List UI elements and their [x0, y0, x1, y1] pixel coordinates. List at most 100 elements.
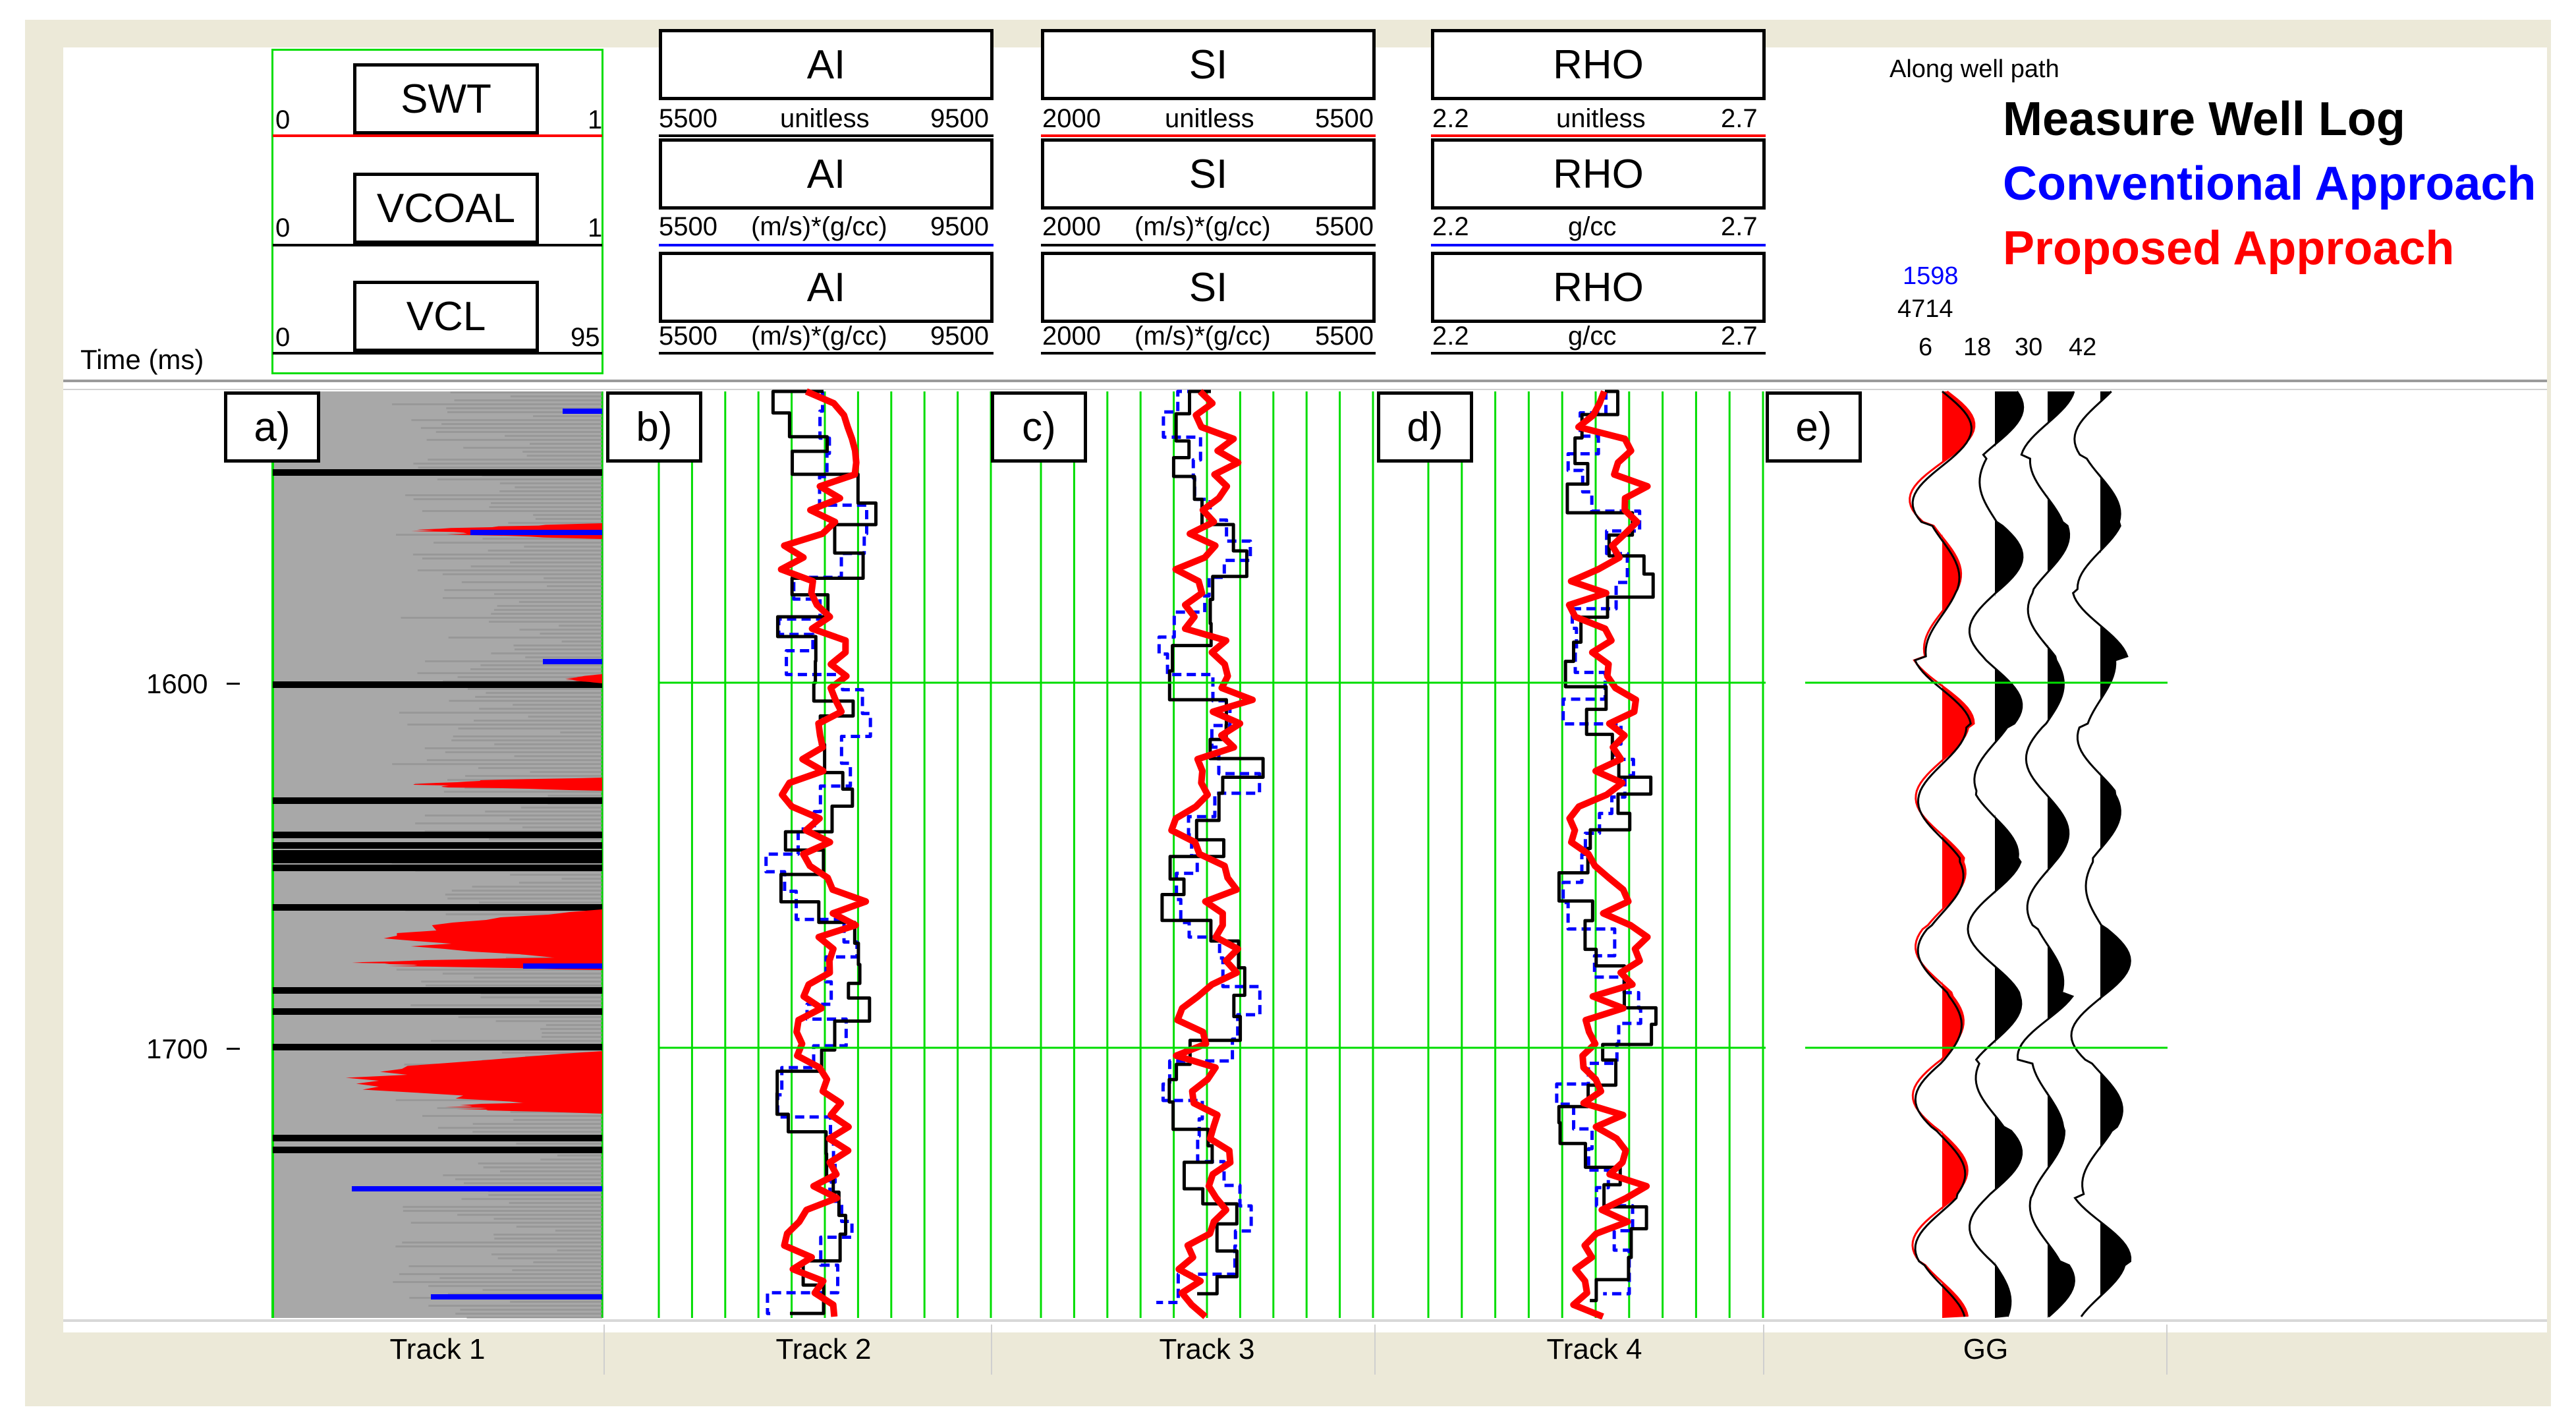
lith-streak [447, 898, 602, 900]
si-conventional-label[interactable]: SI [1041, 138, 1376, 210]
coal-band [273, 797, 602, 804]
ai-conventional-unit: (m/s)*(g/cc) [751, 212, 887, 241]
lith-streak [546, 1024, 602, 1026]
swt-curve-label[interactable]: SWT [353, 63, 539, 134]
lith-streak [499, 1170, 602, 1172]
lith-streak [557, 1249, 602, 1251]
vcoal-min: 0 [275, 214, 291, 243]
coal-band [273, 681, 602, 688]
lith-streak [525, 656, 602, 658]
lith-streak [526, 455, 602, 457]
panel-label-c: c) [991, 391, 1087, 463]
footer-gg[interactable]: GG [1805, 1325, 2168, 1375]
lith-streak [421, 981, 602, 983]
lith-streak [426, 439, 602, 441]
lith-streak [513, 704, 602, 706]
ai-conventional-label[interactable]: AI [659, 138, 994, 210]
rho-measured-label[interactable]: RHO [1431, 29, 1766, 100]
lith-streak [412, 554, 602, 556]
ai-proposed-label[interactable]: AI [659, 252, 994, 323]
time-tick-mark-1700 [227, 1048, 240, 1050]
lith-streak [411, 419, 602, 421]
time-tick-1700: 1700 [146, 1033, 208, 1064]
lith-streak [430, 1040, 602, 1042]
footer-track2[interactable]: Track 2 [656, 1325, 992, 1375]
lith-streak [494, 1238, 602, 1240]
ai-conventional-max: 9500 [930, 212, 989, 241]
lith-streak [489, 838, 602, 840]
si-proposed-label[interactable]: SI [1041, 252, 1376, 323]
ai-proposed-min: 5500 [659, 322, 717, 351]
lith-streak [393, 1281, 602, 1283]
ai-conventional-line [659, 244, 994, 246]
lith-streak [410, 1004, 602, 1006]
lith-streak [508, 522, 602, 524]
time-label: Time (ms) [80, 344, 204, 375]
lith-streak [446, 407, 602, 409]
lith-streak [453, 735, 602, 737]
swt-min: 0 [275, 105, 291, 134]
lith-streak [513, 1119, 602, 1121]
measured-curve-track3 [1160, 389, 1265, 1296]
rho-measured-unit: unitless [1556, 104, 1646, 133]
lith-streak [533, 415, 602, 417]
lith-streak [424, 830, 602, 832]
lith-streak [399, 1273, 602, 1275]
lith-streak [434, 542, 602, 544]
lith-streak [474, 720, 602, 722]
coal-band [273, 987, 602, 994]
lith-streak [494, 743, 602, 745]
lith-streak [479, 901, 602, 903]
lith-streak [497, 605, 602, 607]
lith-streak [444, 589, 602, 591]
lith-streak [449, 700, 602, 702]
panel-label-b: b) [606, 391, 702, 463]
lith-streak [442, 973, 602, 975]
swt-scale-line [273, 134, 602, 137]
lith-streak [522, 826, 602, 828]
gg-measured-trace [1911, 390, 1973, 1317]
swt-fill [565, 674, 602, 683]
rho-proposed-label[interactable]: RHO [1431, 252, 1766, 323]
coal-band [273, 832, 602, 838]
gg-tick-42: 42 [2069, 333, 2097, 361]
rho-conventional-label[interactable]: RHO [1431, 138, 1766, 210]
panel-label-d: d) [1377, 391, 1473, 463]
lith-streak [407, 724, 602, 726]
lith-streak [437, 1127, 602, 1129]
lith-streak [415, 822, 602, 824]
vcl-curve-label[interactable]: VCL [353, 281, 539, 352]
lith-streak [509, 818, 602, 820]
lith-streak [443, 597, 602, 599]
lith-streak [491, 613, 602, 615]
footer-track3[interactable]: Track 3 [1040, 1325, 1376, 1375]
proposed-curve-track4 [1565, 390, 1651, 1320]
lith-streak [499, 482, 602, 484]
lith-streak [403, 1210, 602, 1212]
gg-tick-30: 30 [2015, 333, 2043, 361]
lith-streak [542, 1032, 602, 1034]
ai-measured-line [659, 134, 994, 137]
vcoal-curve-label[interactable]: VCOAL [353, 173, 539, 244]
coal-band [273, 857, 602, 863]
lith-streak [510, 395, 602, 397]
vcoal-fill [563, 409, 602, 414]
lith-streak [448, 637, 602, 639]
ai-proposed-unit: (m/s)*(g/cc) [751, 322, 887, 351]
lith-streak [559, 625, 602, 627]
header-divider [63, 380, 2547, 382]
lith-streak [540, 1028, 602, 1030]
lith-streak [428, 459, 602, 461]
lith-streak [479, 708, 602, 710]
footer-track4[interactable]: Track 4 [1426, 1325, 1764, 1375]
ai-measured-label[interactable]: AI [659, 29, 994, 100]
lith-streak [420, 427, 602, 429]
lith-streak [560, 731, 602, 733]
si-conventional-min: 2000 [1042, 212, 1101, 241]
coal-band [273, 1044, 602, 1050]
si-measured-label[interactable]: SI [1041, 29, 1376, 100]
lith-streak [514, 755, 602, 757]
footer-track1[interactable]: Track 1 [271, 1325, 605, 1375]
lith-streak [463, 447, 602, 449]
